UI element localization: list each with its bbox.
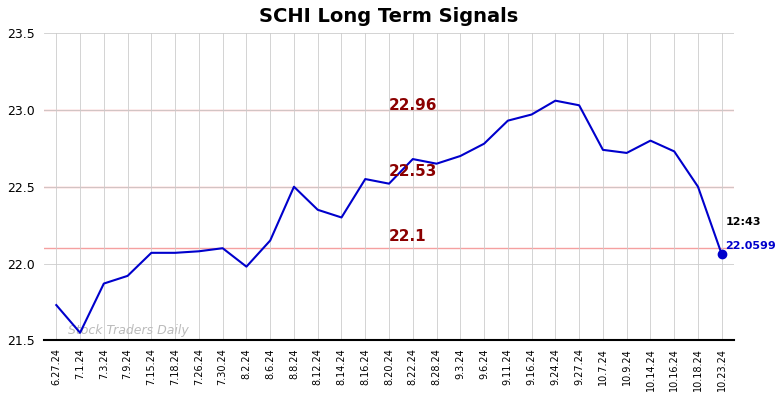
Title: SCHI Long Term Signals: SCHI Long Term Signals bbox=[260, 7, 519, 26]
Text: 22.96: 22.96 bbox=[389, 98, 437, 113]
Text: 22.53: 22.53 bbox=[389, 164, 437, 179]
Text: Stock Traders Daily: Stock Traders Daily bbox=[68, 324, 189, 338]
Text: 22.0599: 22.0599 bbox=[725, 241, 776, 251]
Text: 22.1: 22.1 bbox=[389, 228, 426, 244]
Text: 12:43: 12:43 bbox=[725, 217, 760, 227]
